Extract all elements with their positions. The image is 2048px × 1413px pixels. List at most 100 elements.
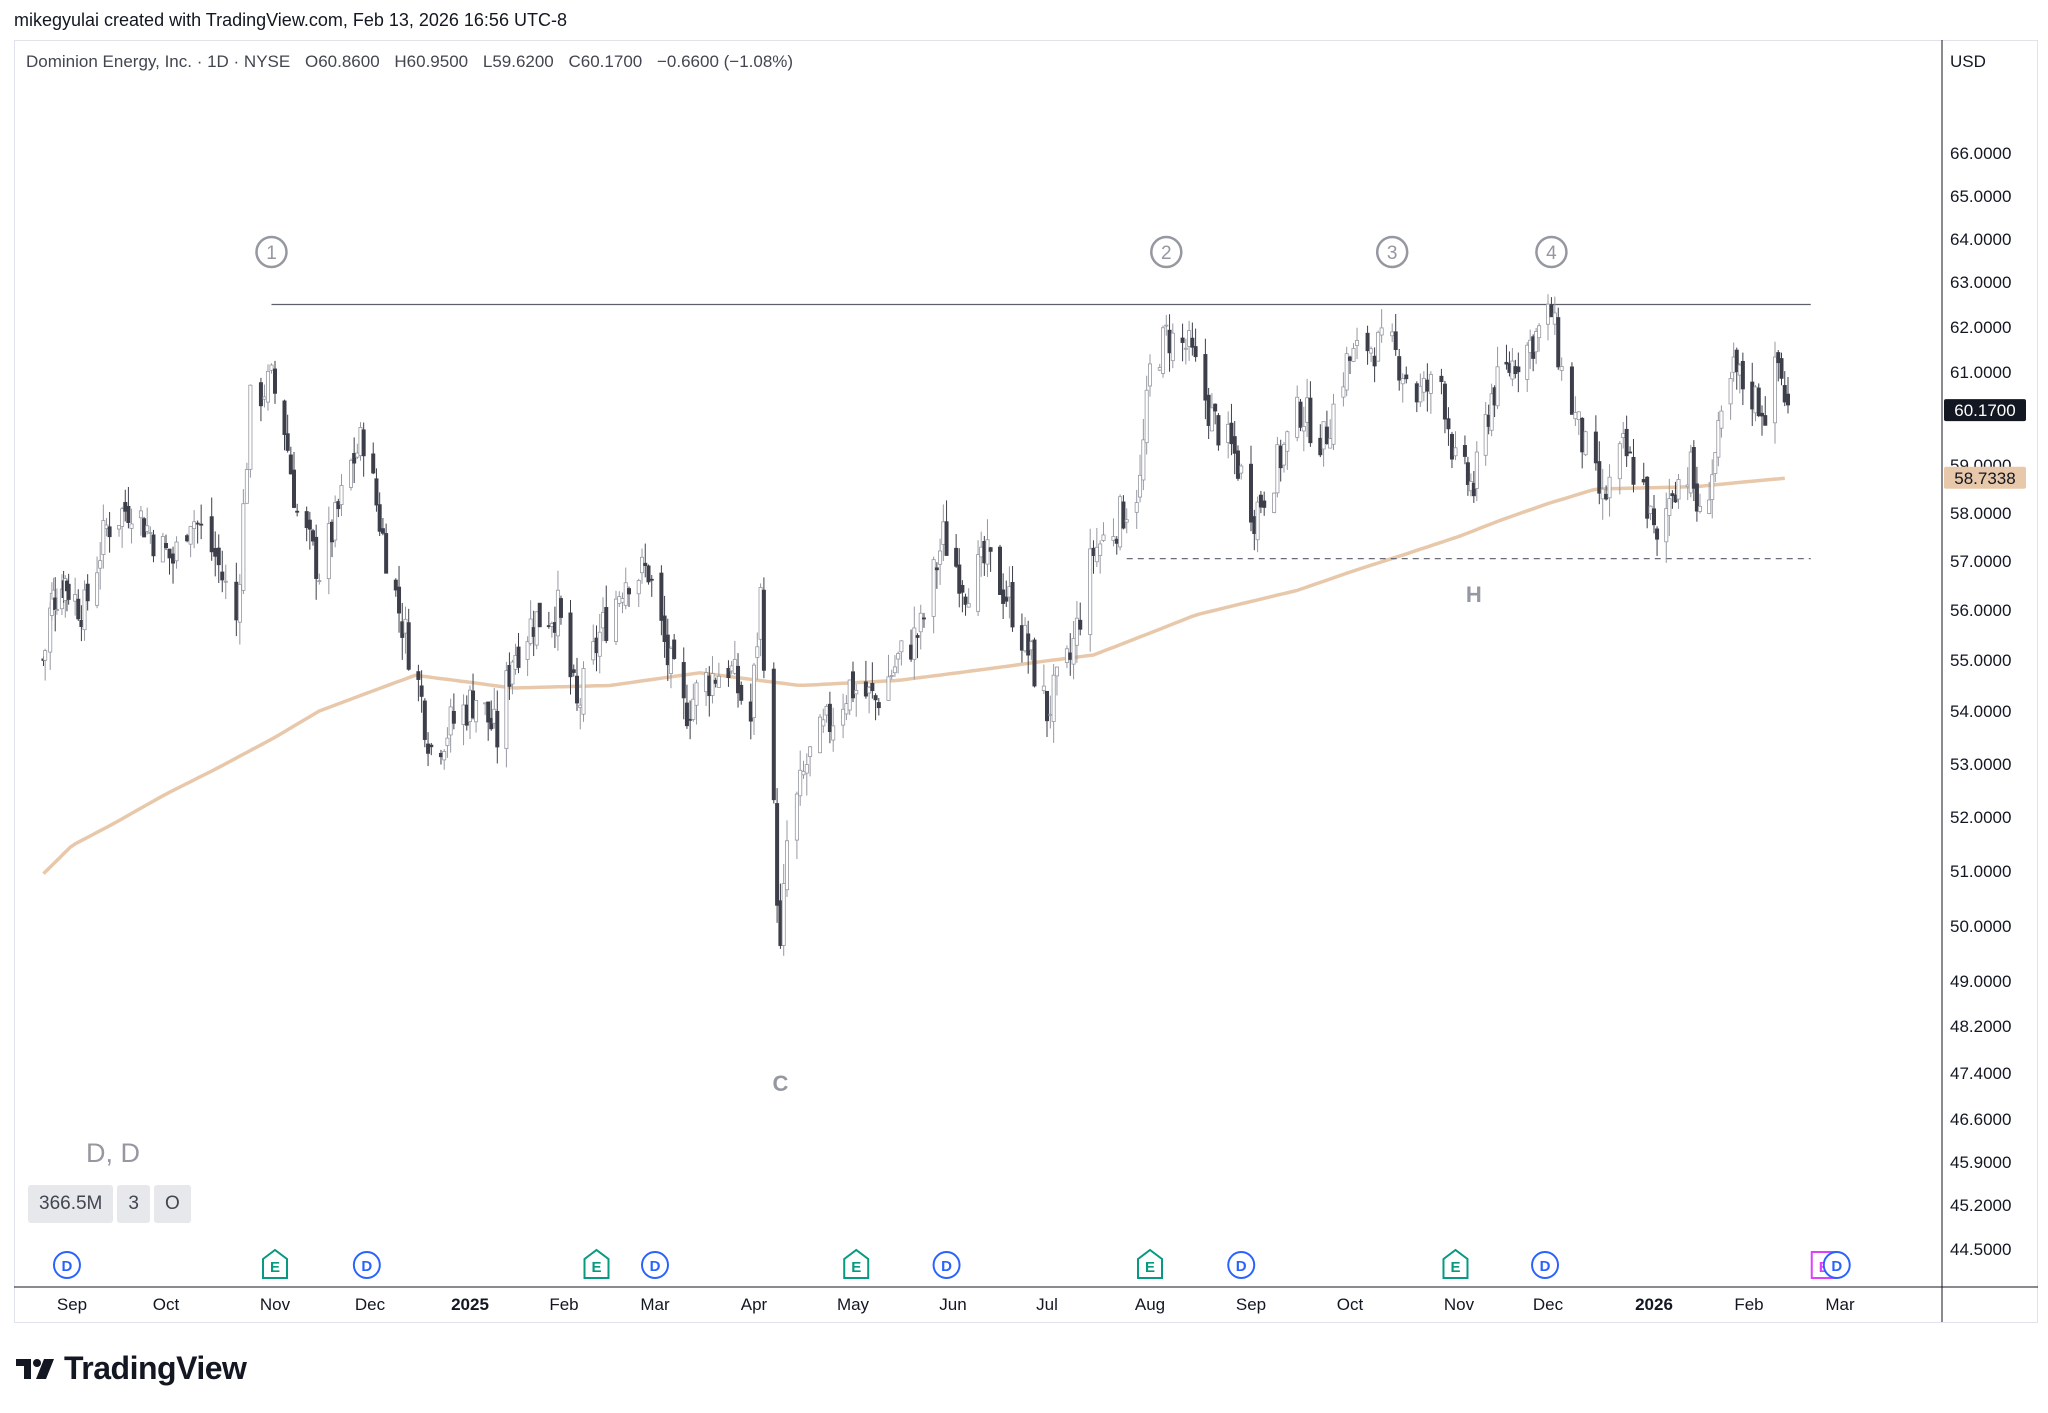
candle-body (761, 589, 766, 671)
tradingview-logo[interactable]: TradingView (16, 1350, 247, 1387)
candle-body (361, 429, 366, 457)
legend-close: C60.1700 (568, 52, 643, 71)
candle (464, 695, 469, 731)
candle-body (234, 581, 239, 621)
candle (1144, 375, 1149, 455)
candle-body (1779, 358, 1784, 379)
candle-body (1782, 385, 1787, 403)
candle (976, 540, 981, 617)
currency-selector[interactable]: USD (1950, 52, 1986, 71)
candle (620, 592, 625, 614)
candle (1161, 325, 1166, 378)
candle-body (1728, 378, 1733, 405)
candle (1187, 320, 1192, 361)
candle (1652, 495, 1657, 534)
candle (403, 606, 408, 654)
candle (451, 693, 456, 730)
price-tick-label: 54.0000 (1950, 702, 2011, 721)
candle (1648, 505, 1653, 521)
candle-body (581, 668, 586, 715)
candle-body (486, 701, 491, 723)
candle (1262, 491, 1267, 516)
candle-body (1019, 625, 1024, 651)
candle (216, 534, 221, 584)
candle (192, 510, 197, 549)
candle (326, 506, 331, 595)
candle-body (1305, 397, 1310, 423)
candle (1209, 393, 1214, 432)
candle (886, 654, 891, 701)
candle (873, 693, 878, 721)
candle (1318, 424, 1323, 458)
candle (1206, 387, 1211, 440)
volume-badge[interactable]: 366.5M (28, 1185, 114, 1223)
candle-body (419, 685, 424, 697)
candle-body (123, 502, 128, 512)
time-tick-label: Mar (1825, 1295, 1855, 1314)
dividend-marker-label: D (361, 1258, 372, 1275)
candle (1239, 463, 1244, 480)
candle (1471, 471, 1476, 503)
candle-body (1697, 506, 1702, 512)
candle-body (1183, 347, 1188, 350)
last-price-tag (1944, 399, 2026, 422)
candle-body (1170, 332, 1175, 362)
candle (419, 670, 424, 713)
candle (1285, 430, 1290, 470)
candle (142, 516, 147, 538)
candle (854, 684, 859, 717)
candle-body (1355, 340, 1360, 346)
candles (41, 294, 1791, 956)
candle-body (694, 682, 699, 706)
price-tick-label: 61.0000 (1950, 363, 2011, 382)
candle-body (195, 522, 200, 525)
candle (195, 520, 200, 544)
annotation-label: 2 (1161, 243, 1172, 264)
candle-body (863, 681, 868, 697)
candle-body (755, 646, 760, 658)
candle (95, 556, 100, 609)
candle-body (568, 612, 573, 678)
candle-body (938, 550, 943, 565)
candle-body (307, 519, 312, 530)
candle (1141, 419, 1146, 491)
candle-body (223, 580, 228, 583)
candle-body (445, 737, 450, 746)
count-badge[interactable]: 3 (117, 1185, 150, 1223)
candle-body (1209, 407, 1214, 432)
candle (781, 863, 786, 956)
candle (79, 605, 84, 642)
candle-body (988, 547, 993, 552)
candle (1078, 602, 1083, 636)
candle-body (960, 584, 965, 593)
candle (262, 384, 267, 408)
candle (794, 791, 799, 860)
candle (1341, 372, 1346, 407)
candle-body (326, 523, 331, 580)
candle (377, 492, 382, 536)
candle (1559, 357, 1564, 381)
time-tick-label: Nov (1444, 1295, 1475, 1314)
candle-body (1285, 431, 1290, 452)
candle-body (1713, 452, 1718, 474)
candle-body (982, 540, 987, 564)
candle (1734, 347, 1739, 390)
candle-body (1094, 546, 1099, 563)
candle-body (151, 534, 156, 557)
candle-body (98, 560, 103, 569)
candle-body (1580, 417, 1585, 453)
time-tick-label: Mar (640, 1295, 670, 1314)
candle-body (1167, 329, 1172, 354)
candle-body (174, 541, 179, 562)
candle (591, 624, 596, 665)
candle-body (985, 539, 990, 565)
candle (646, 564, 651, 585)
candle (1453, 431, 1458, 461)
option-badge[interactable]: O (153, 1185, 191, 1223)
candle-body (739, 684, 744, 701)
candle (1348, 355, 1353, 375)
candle-body (785, 840, 790, 891)
candle-body (265, 370, 270, 403)
candle-body (374, 478, 379, 506)
